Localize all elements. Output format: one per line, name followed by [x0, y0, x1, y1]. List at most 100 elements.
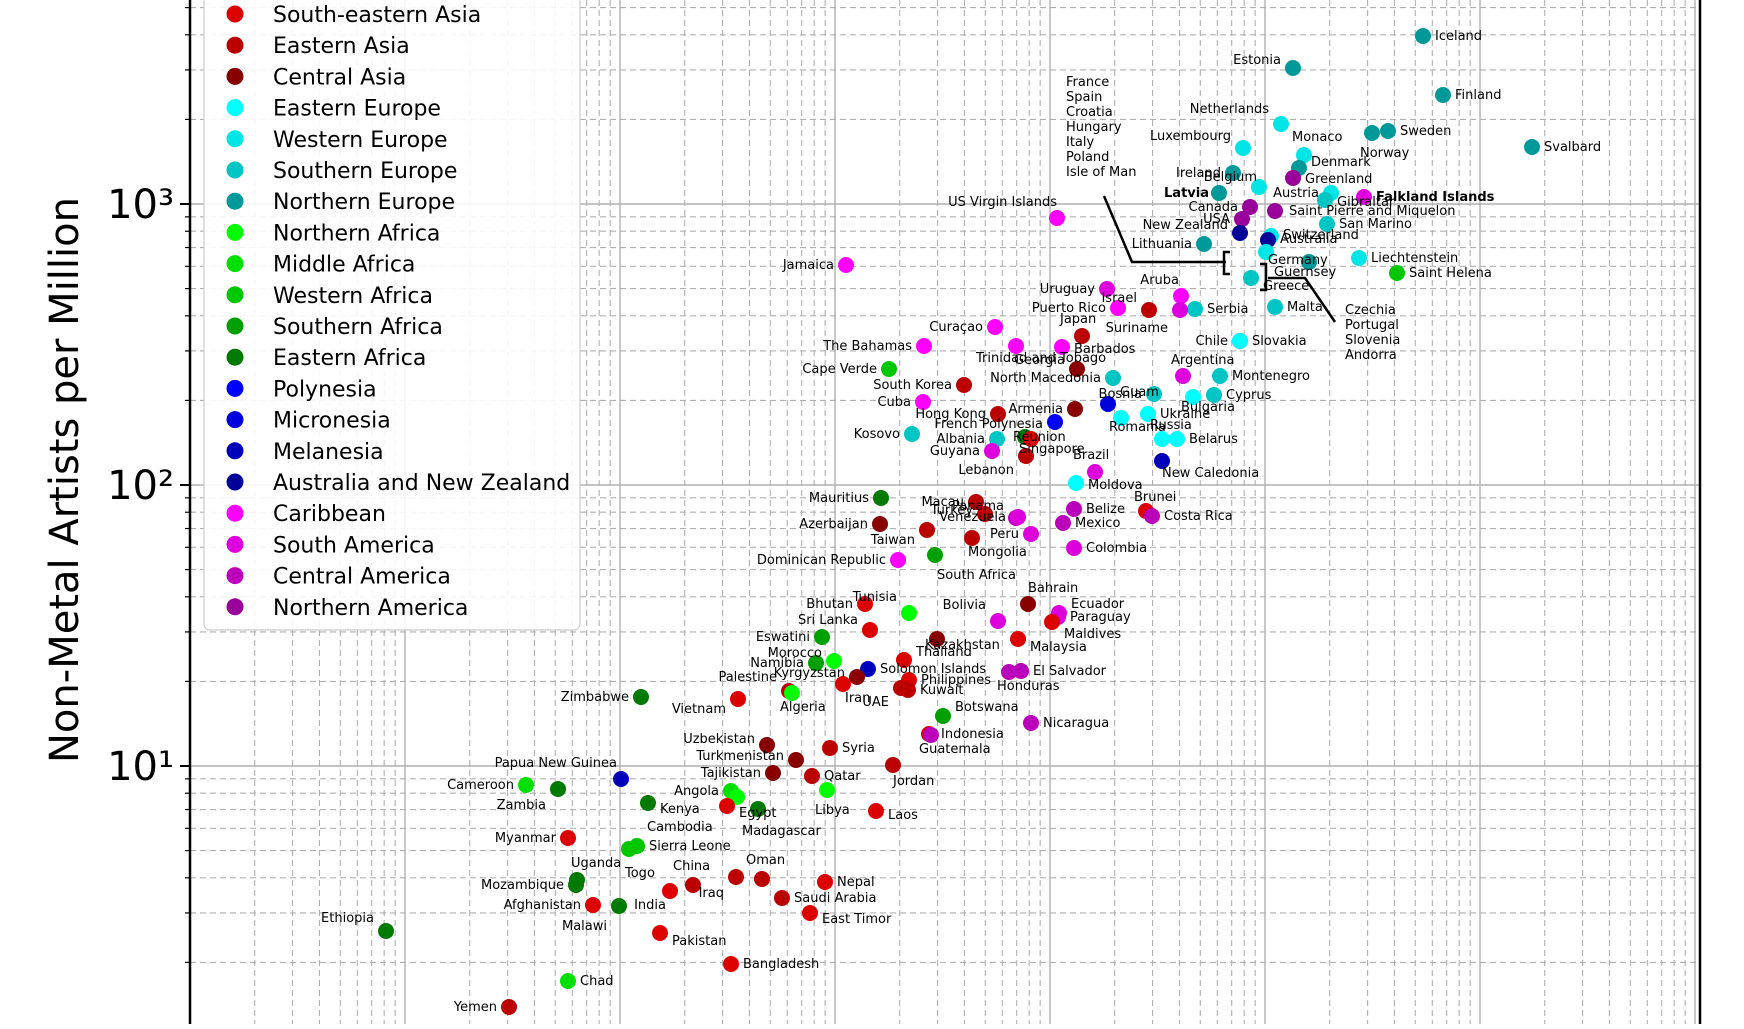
point-label: Guernsey: [1274, 265, 1336, 280]
point-label: Zambia: [497, 798, 546, 813]
point-label: Puerto Rico: [1032, 301, 1106, 316]
point-label: Trinidad and Tobago: [975, 351, 1106, 366]
point-label: Belize: [1086, 502, 1125, 517]
point-label: US Virgin Islands: [948, 195, 1057, 210]
point-label: Chad: [580, 974, 614, 989]
data-point: [868, 803, 884, 819]
legend-marker: [226, 130, 244, 148]
point-label: Malawi: [562, 919, 607, 934]
point-label: Mauritius: [809, 491, 869, 506]
data-point: [1023, 715, 1039, 731]
data-point: [915, 394, 931, 410]
data-point: [1212, 368, 1228, 384]
data-point: [885, 757, 901, 773]
legend-label: Central America: [273, 565, 451, 590]
point-label: Latvia: [1164, 186, 1209, 201]
legend-marker: [226, 67, 244, 85]
data-point: [1242, 199, 1258, 215]
point-label: Iran: [845, 691, 870, 706]
point-label: Kosovo: [854, 427, 900, 442]
point-label: Moldova: [1088, 478, 1143, 493]
data-point: [1068, 475, 1084, 491]
point-label: Palestine: [718, 670, 777, 685]
point-label: Sri Lanka: [798, 613, 858, 628]
point-label: Georgia: [1014, 353, 1065, 368]
point-label: Solomon Islands: [880, 662, 986, 677]
data-point: [1154, 453, 1170, 469]
data-point: [560, 973, 576, 989]
point-label: Ukraine: [1160, 407, 1210, 422]
cluster-leader-line: [1268, 276, 1337, 323]
point-label: Monaco: [1292, 130, 1343, 145]
point-label: Mongolia: [968, 545, 1027, 560]
data-point: [904, 426, 920, 442]
point-label: Denmark: [1311, 155, 1371, 170]
point-label: New Zealand: [1143, 218, 1228, 233]
data-point: [1099, 281, 1115, 297]
legend-label: Melanesia: [273, 440, 384, 465]
data-point: [1301, 254, 1317, 270]
point-label: Armenia: [1009, 402, 1064, 417]
data-point: [1232, 225, 1248, 241]
data-point: [1225, 165, 1241, 181]
data-point: [1285, 60, 1301, 76]
point-label: Curaçao: [929, 320, 983, 335]
data-point: [1023, 431, 1039, 447]
point-label: Vietnam: [672, 702, 726, 717]
point-label: Greenland: [1305, 172, 1372, 187]
data-point: [1285, 170, 1301, 186]
point-label: Togo: [624, 866, 655, 881]
data-point: [1435, 87, 1451, 103]
data-point: [916, 338, 932, 354]
point-label: Guam: [1120, 385, 1159, 400]
point-label: Namibia: [750, 656, 804, 671]
data-point: [1141, 302, 1157, 318]
data-point: [1001, 664, 1017, 680]
data-point: [822, 740, 838, 756]
legend-label: Western Europe: [273, 128, 448, 153]
point-label: Laos: [888, 808, 918, 823]
point-label: Mozambique: [481, 878, 564, 893]
legend-marker: [226, 348, 244, 366]
data-point: [1113, 410, 1129, 426]
point-label: Iraq: [699, 886, 724, 901]
point-label: Uruguay: [1040, 282, 1096, 297]
data-point: [977, 506, 993, 522]
point-label: USA: [1203, 212, 1230, 227]
point-label: Qatar: [824, 769, 861, 784]
data-point: [1380, 123, 1396, 139]
data-point: [927, 547, 943, 563]
cluster-bracket: [1222, 250, 1230, 276]
point-label: Zimbabwe: [561, 690, 629, 705]
legend-label: Eastern Europe: [273, 97, 441, 122]
legend-marker: [226, 411, 244, 429]
data-point: [819, 782, 835, 798]
point-label: Egypt: [739, 806, 777, 821]
data-point: [989, 431, 1005, 447]
point-label: Mexico: [1075, 516, 1120, 531]
data-point: [860, 661, 876, 677]
data-point: [1100, 396, 1116, 412]
legend-marker: [226, 161, 244, 179]
point-label: Colombia: [1086, 541, 1147, 556]
data-point: [817, 874, 833, 890]
point-label: Cambodia: [647, 820, 713, 835]
point-label: Bosnia: [1099, 387, 1142, 402]
point-labels: Iceland Estonia Finland Netherlands Sweden Sv…: [321, 29, 1601, 1015]
point-label: Eswatini: [756, 630, 810, 645]
data-point: [652, 925, 668, 941]
data-point: [1187, 301, 1203, 317]
point-label: Myanmar: [495, 831, 557, 846]
legend-label: Middle Africa: [273, 253, 415, 278]
data-point: [1008, 338, 1024, 354]
point-label: Kyrgyzstan: [774, 666, 845, 681]
data-point: [685, 877, 701, 893]
data-point: [568, 877, 584, 893]
point-label: El Salvador: [1033, 664, 1107, 679]
point-label: Cameroon: [447, 778, 514, 793]
data-point: [862, 622, 878, 638]
data-point: [1524, 139, 1540, 155]
data-point: [788, 752, 804, 768]
point-label: Uzbekistan: [683, 732, 755, 747]
point-label: Cape Verde: [802, 362, 877, 377]
